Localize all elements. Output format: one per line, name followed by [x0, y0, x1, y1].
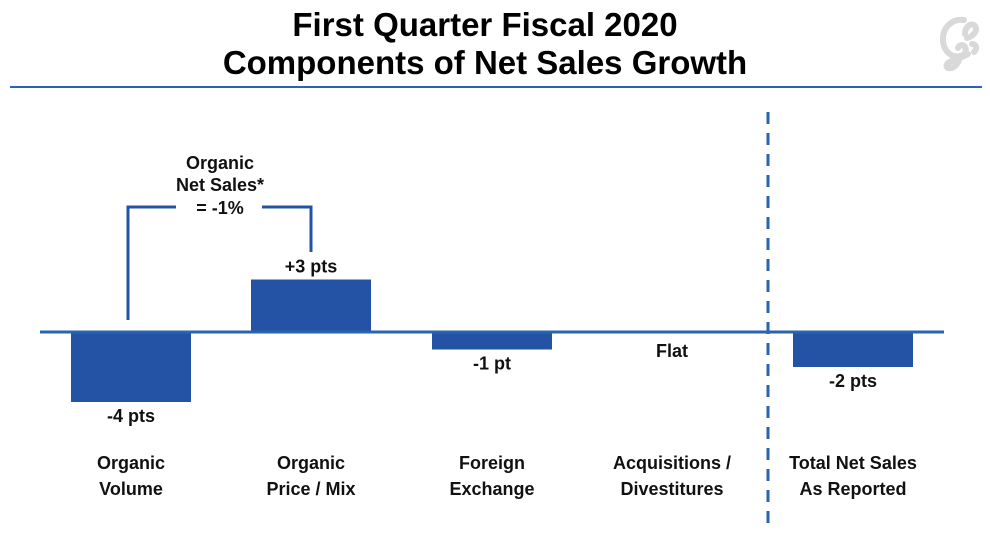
bar-1	[251, 279, 371, 332]
annotation-line-3: = -1%	[196, 198, 244, 218]
annotation-line-2: Net Sales*	[176, 175, 264, 195]
bar-0	[71, 332, 191, 402]
category-label-4-line1: Total Net Sales	[789, 453, 917, 473]
bracket-left	[126, 205, 176, 320]
general-mills-g-logo-icon	[934, 14, 982, 72]
category-label-2-line2: Exchange	[449, 479, 534, 499]
page-title: First Quarter Fiscal 2020 Components of …	[0, 6, 970, 82]
category-label-3-line1: Acquisitions /	[613, 453, 731, 473]
category-label-4-line2: As Reported	[799, 479, 906, 499]
title-line-1: First Quarter Fiscal 2020	[292, 6, 678, 43]
value-label-1: +3 pts	[285, 257, 338, 277]
title-line-2: Components of Net Sales Growth	[222, 44, 748, 81]
annotation-line-1: Organic	[186, 153, 254, 173]
title-underline	[10, 86, 982, 88]
category-label-0-line2: Volume	[99, 479, 163, 499]
value-label-2: -1 pt	[473, 354, 511, 374]
category-label-1-line1: Organic	[277, 453, 345, 473]
value-label-4: -2 pts	[829, 371, 877, 391]
bracket-right	[262, 205, 313, 252]
bar-2	[432, 332, 552, 350]
value-label-0: -4 pts	[107, 406, 155, 426]
category-label-2-line1: Foreign	[459, 453, 525, 473]
category-label-0-line1: Organic	[97, 453, 165, 473]
bar-4	[793, 332, 913, 367]
category-label-1-line2: Price / Mix	[266, 479, 355, 499]
value-label-3: Flat	[656, 341, 688, 361]
category-label-3-line2: Divestitures	[620, 479, 723, 499]
